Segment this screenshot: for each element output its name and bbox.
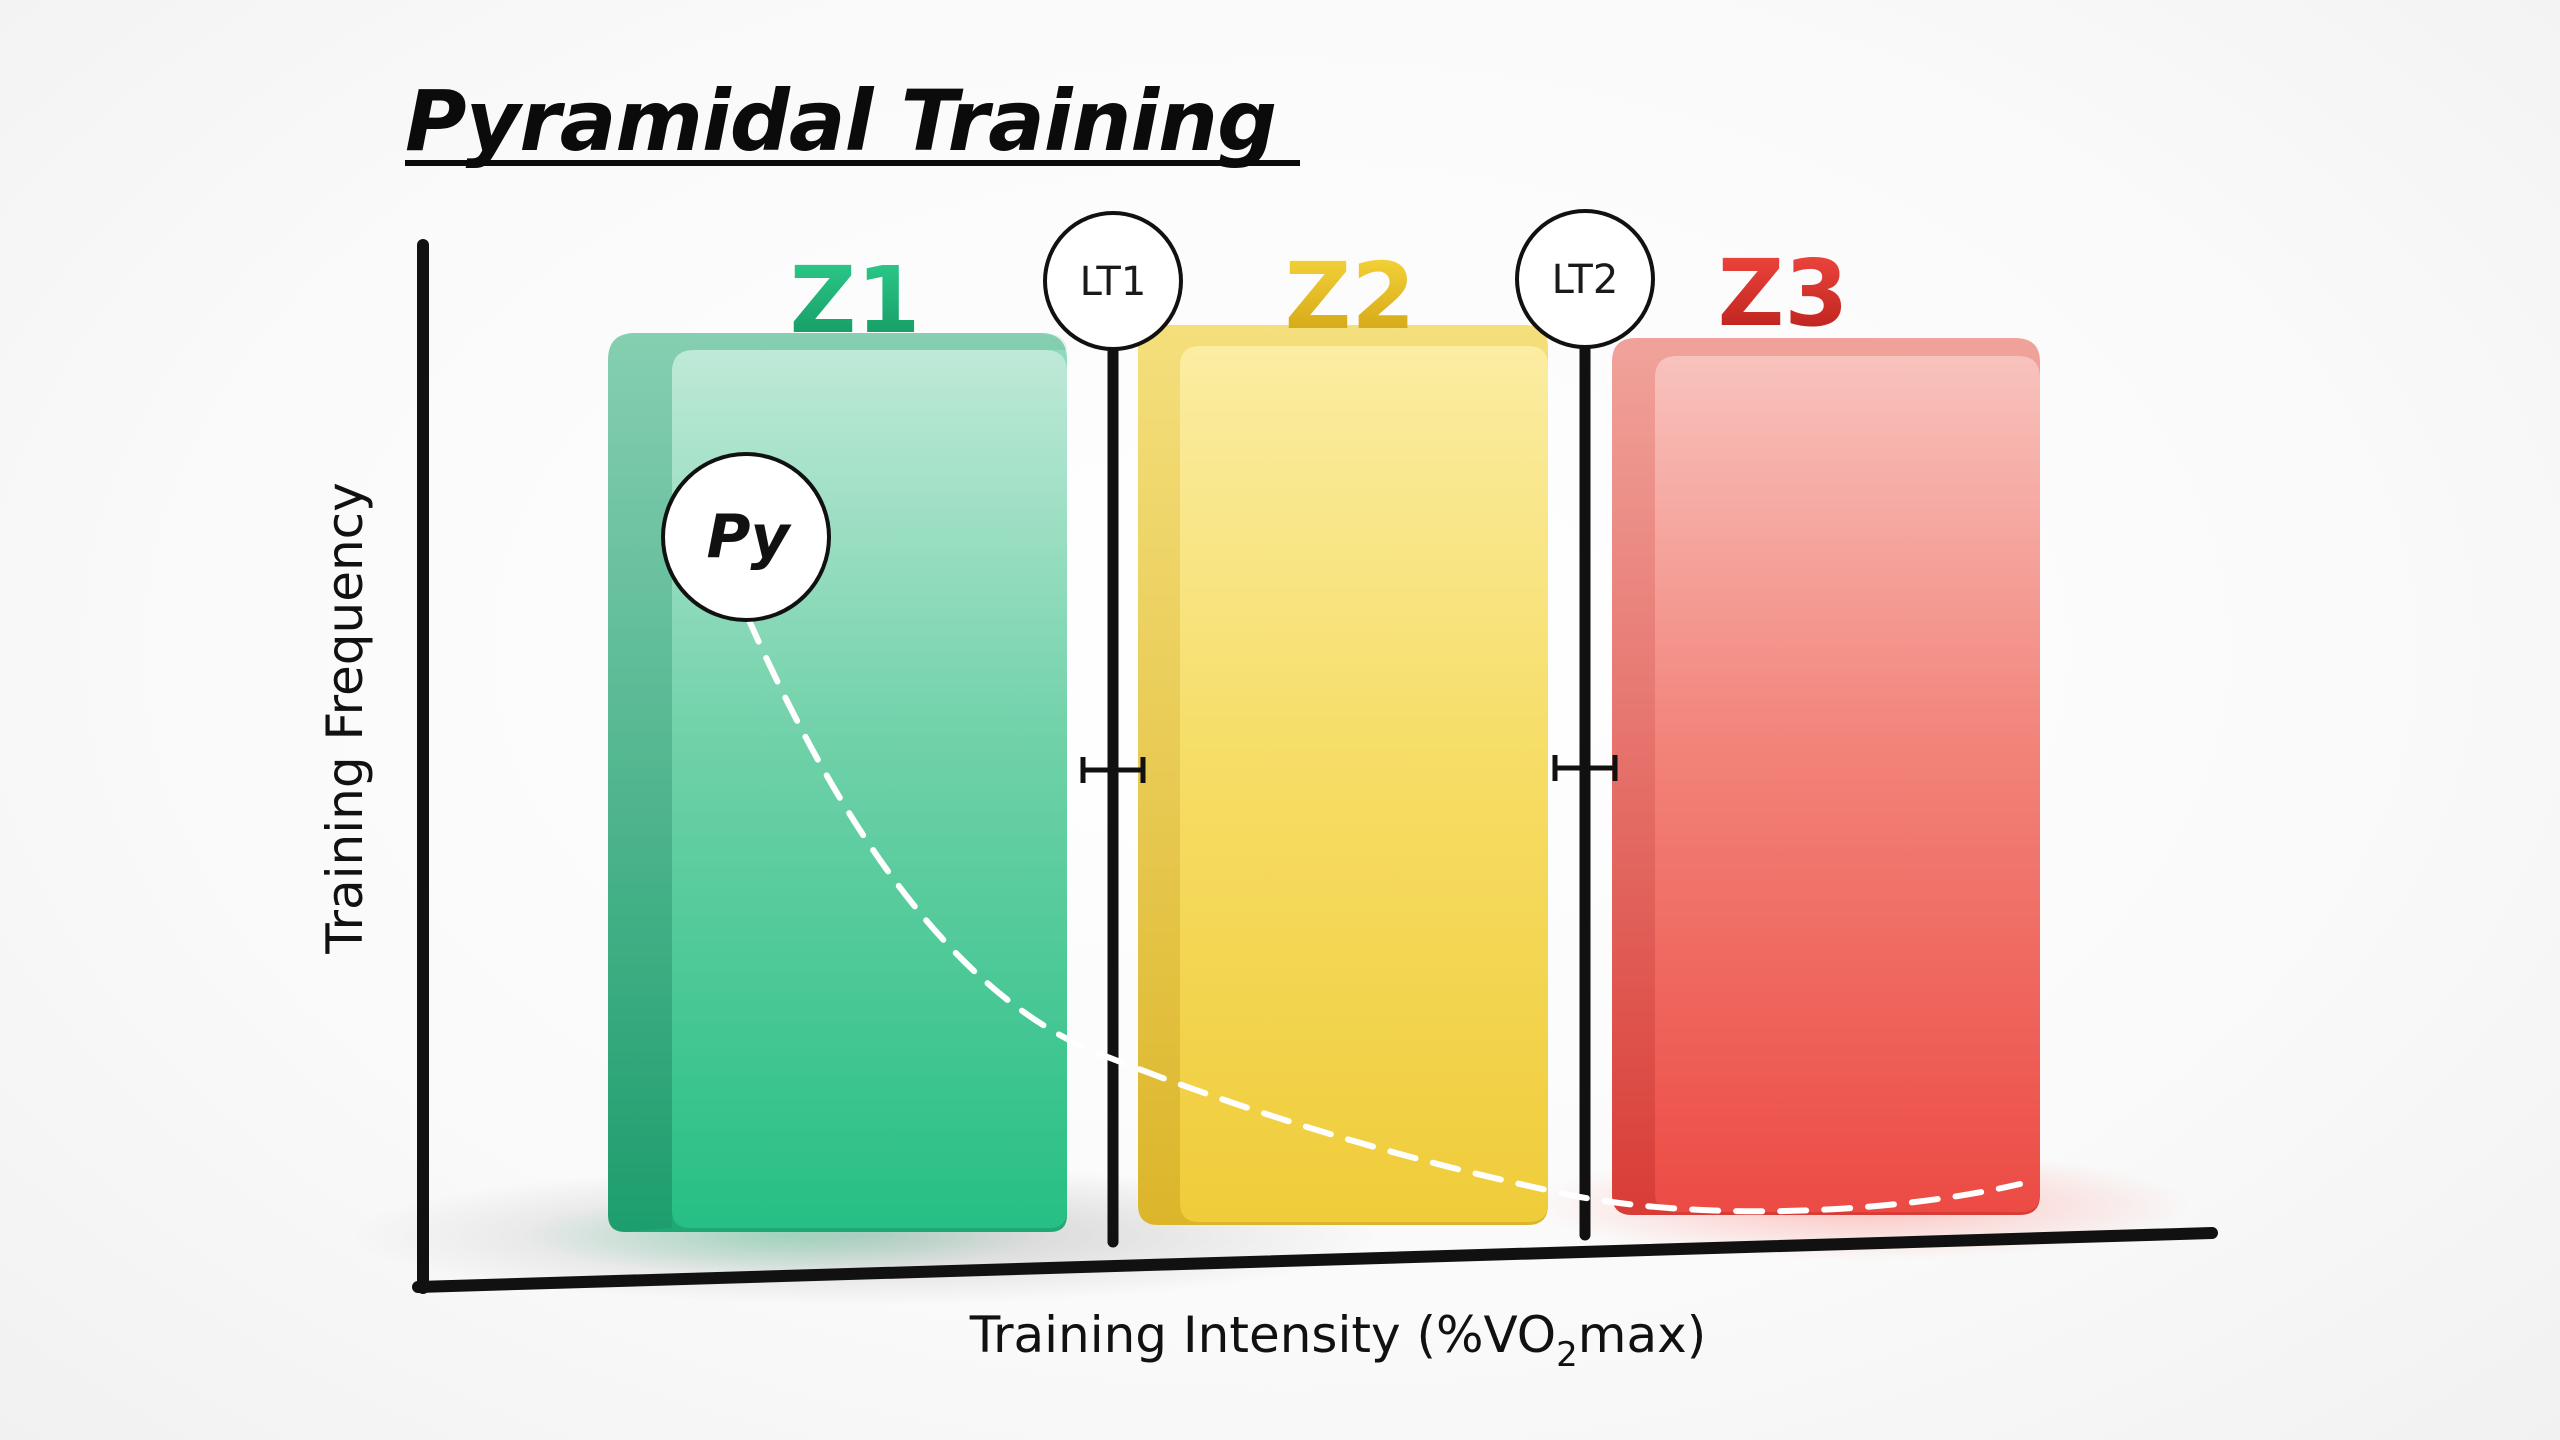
py-label: Py bbox=[706, 502, 792, 572]
pyramidal-distribution-curve bbox=[745, 615, 2023, 1215]
title-underline bbox=[405, 160, 1300, 166]
py-marker-circle bbox=[661, 452, 831, 622]
zone-label-z2: Z2 bbox=[1285, 243, 1416, 350]
lt1-label: LT1 bbox=[1080, 259, 1147, 305]
threshold-lt2: LT2 bbox=[1515, 209, 1655, 1241]
z3-block-front bbox=[1655, 356, 2040, 1212]
x-axis-label-suffix: max) bbox=[1578, 1306, 1706, 1364]
z2-block-front bbox=[1180, 346, 1548, 1222]
lt2-marker-circle bbox=[1515, 209, 1655, 349]
x-axis-line bbox=[412, 1227, 2218, 1293]
axes bbox=[412, 239, 2218, 1294]
zone-z3-block bbox=[1612, 338, 2040, 1215]
zone-z1-block bbox=[608, 333, 1067, 1232]
zone-label-z1: Z1 bbox=[790, 247, 921, 354]
x-axis-label: Training Intensity (%VO2max) bbox=[969, 1306, 1707, 1375]
x-axis-label-subscript: 2 bbox=[1556, 1335, 1578, 1375]
threshold-lt1: LT1 bbox=[1043, 211, 1183, 1248]
zone-label-z3: Z3 bbox=[1718, 240, 1849, 347]
x-axis-label-prefix: Training Intensity (%VO bbox=[969, 1306, 1556, 1364]
py-marker: Py bbox=[661, 452, 831, 622]
y-axis-label: Training Frequency bbox=[316, 482, 374, 954]
z1-block-shade bbox=[608, 333, 1067, 1232]
zone-z2-block bbox=[1138, 325, 1548, 1225]
diagram-title: Pyramidal Training bbox=[405, 72, 1276, 170]
title-group: Pyramidal Training bbox=[405, 72, 1300, 170]
lt1-marker-circle bbox=[1043, 211, 1183, 351]
lt2-label: LT2 bbox=[1552, 257, 1619, 303]
